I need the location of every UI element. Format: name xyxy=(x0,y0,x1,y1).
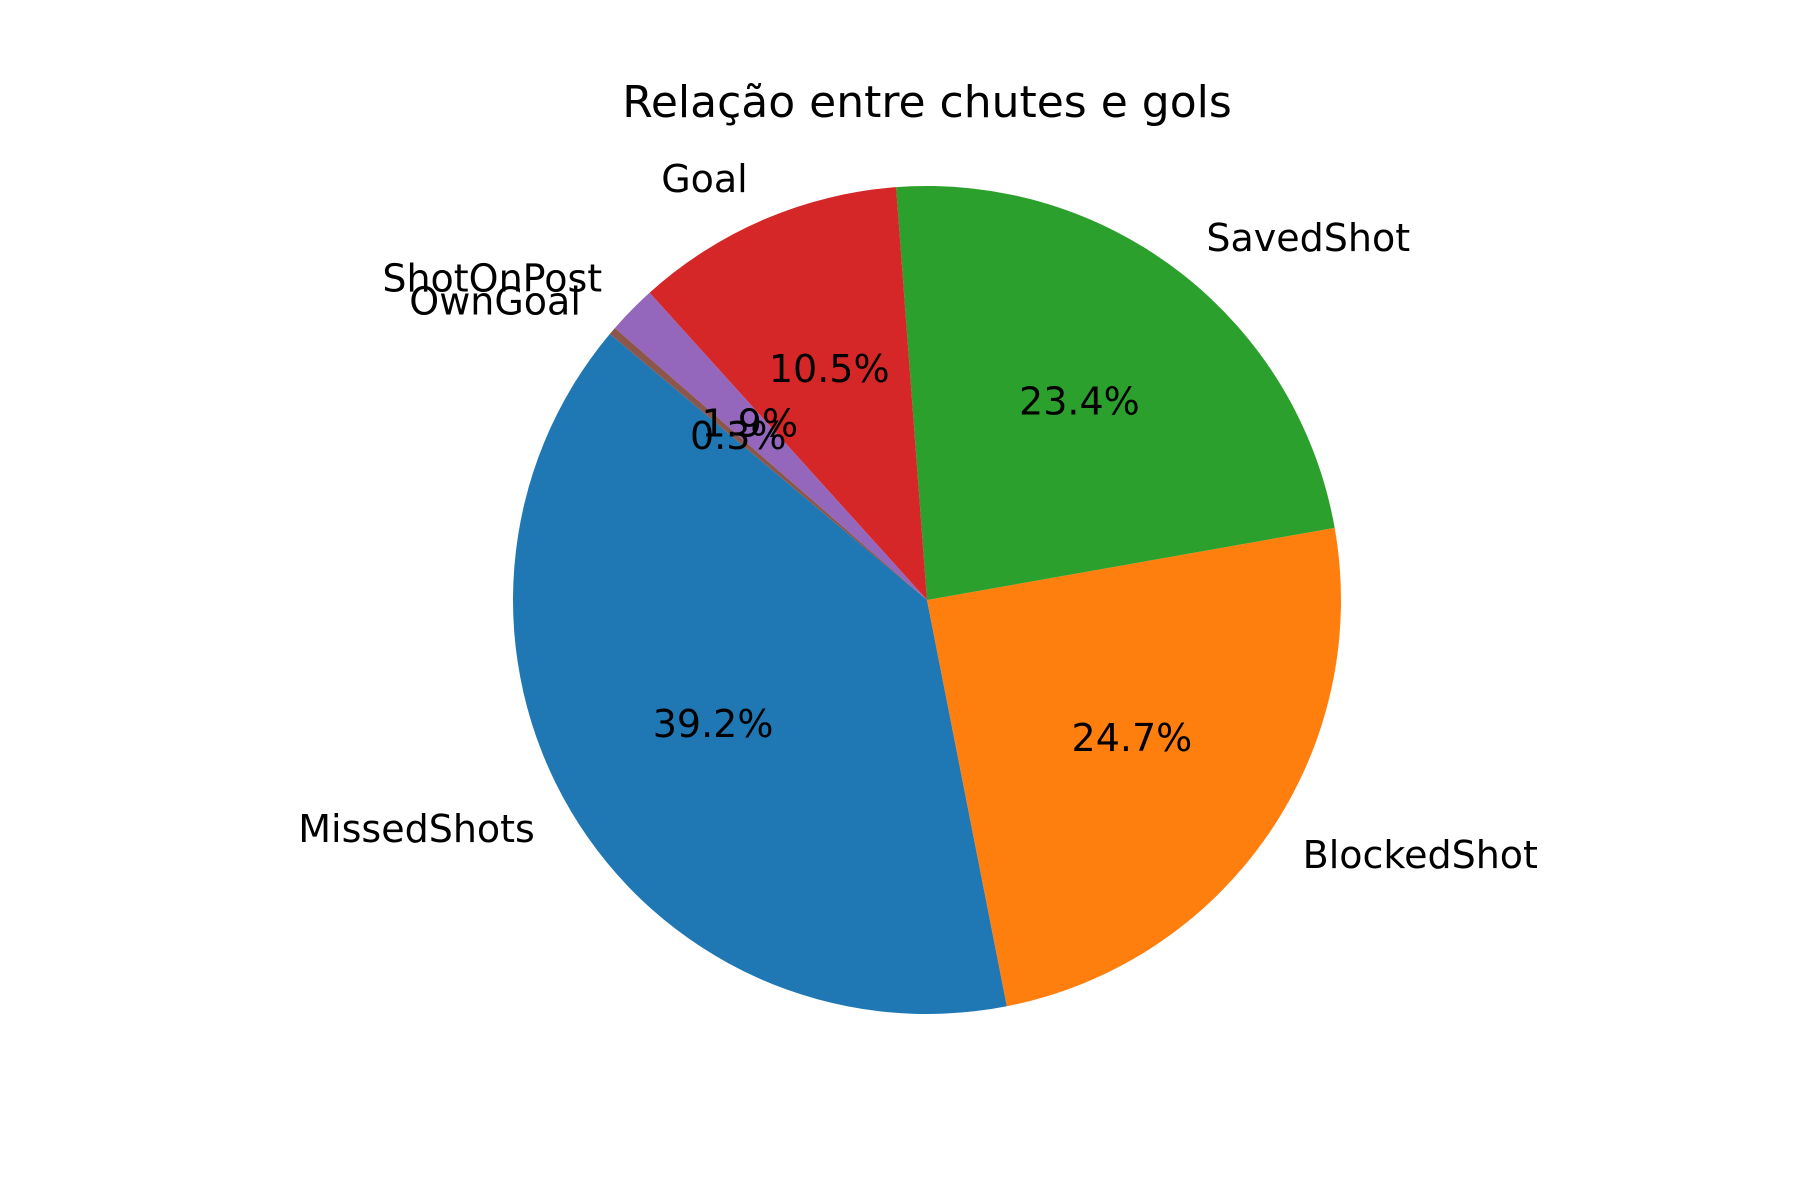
pct-label-missed-shots: 39.2% xyxy=(653,702,774,746)
pie-slices xyxy=(513,185,1341,1015)
pie-slice-saved-shot xyxy=(896,185,1335,600)
slice-label-shot-on-post: ShotOnPost xyxy=(382,256,602,300)
slice-label-own-goal: OwnGoal xyxy=(409,280,581,324)
pct-label-own-goal: 0.3% xyxy=(690,414,787,458)
pct-label-saved-shot: 23.4% xyxy=(1019,379,1140,423)
pie-slice-goal xyxy=(649,187,927,600)
slice-label-goal: Goal xyxy=(661,157,748,201)
pie-slice-own-goal xyxy=(609,327,927,600)
slice-label-missed-shots: MissedShots xyxy=(298,807,535,851)
pie-labels: MissedShots 39.2% BlockedShot 24.7% SavedSho… xyxy=(298,157,1538,877)
slice-label-blocked-shot: BlockedShot xyxy=(1303,833,1538,877)
pct-label-goal: 10.5% xyxy=(769,347,890,391)
pie-slice-blocked-shot xyxy=(927,527,1341,1007)
slice-label-saved-shot: SavedShot xyxy=(1206,216,1410,260)
pie-slice-shot-on-post xyxy=(614,292,927,600)
pie-slice-missed-shots xyxy=(513,333,1007,1015)
pct-label-shot-on-post: 1.9% xyxy=(702,401,799,445)
chart-title: Relação entre chutes e gols xyxy=(622,77,1232,128)
pct-label-blocked-shot: 24.7% xyxy=(1072,716,1193,760)
